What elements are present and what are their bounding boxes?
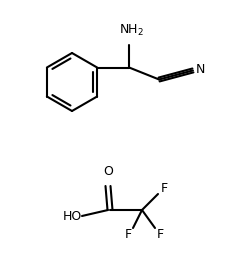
Text: F: F xyxy=(125,228,132,240)
Text: N: N xyxy=(196,63,206,76)
Text: F: F xyxy=(156,228,164,240)
Text: NH$_2$: NH$_2$ xyxy=(119,23,144,38)
Text: O: O xyxy=(103,165,113,178)
Text: HO: HO xyxy=(62,210,82,222)
Text: F: F xyxy=(161,181,167,195)
